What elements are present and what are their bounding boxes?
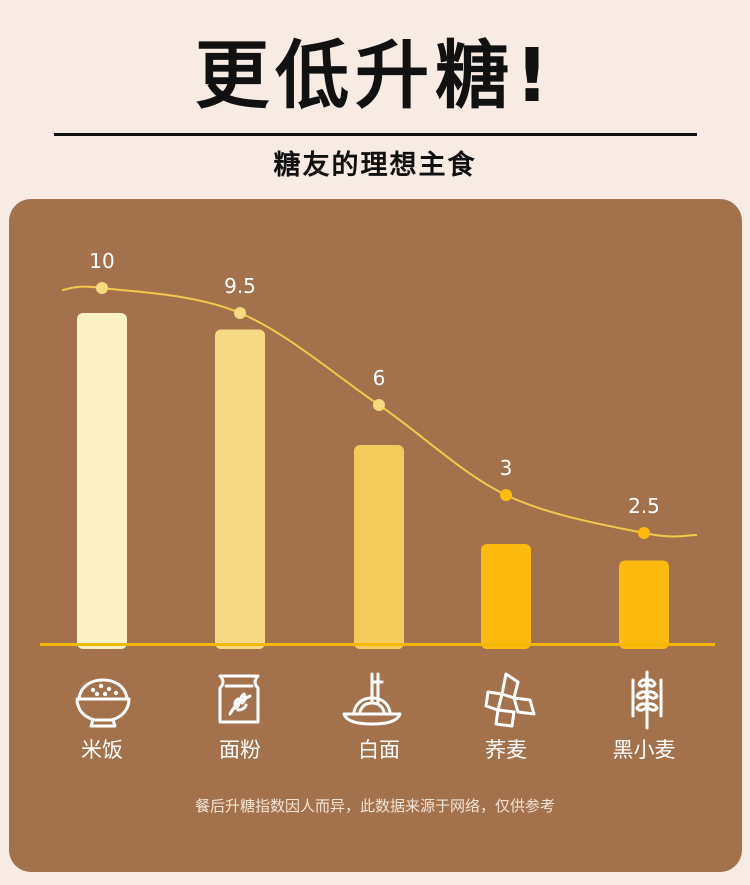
trend-point-3 [500,489,512,501]
trend-point-4 [638,527,650,539]
value-label-4: 2.5 [628,494,660,518]
category-label-white-noodle: 白面 [358,738,400,762]
rice-bowl-icon [75,678,131,728]
value-label-2: 6 [373,366,386,390]
page-title: 更低升糖! [195,33,555,119]
trend-point-1 [234,307,246,319]
page-subtitle: 糖友的理想主食 [273,150,477,181]
noodles-icon [342,672,402,726]
bar-2 [354,445,404,649]
flour-bag-icon [218,674,260,724]
value-label-3: 3 [500,456,513,480]
category-label-black-wheat: 黑小麦 [612,738,676,762]
value-label-1: 9.5 [224,274,256,298]
bar-3 [481,544,531,649]
category-label-rice: 米饭 [81,738,123,762]
category-label-buckwheat: 荞麦 [485,738,527,762]
value-label-0: 10 [89,249,114,273]
footnote-disclaimer: 餐后升糖指数因人而异，此数据来源于网络，仅供参考 [194,797,555,815]
trend-point-2 [373,399,385,411]
wheat-icon [631,670,663,730]
x-axis-line [40,643,715,646]
trend-point-0 [96,282,108,294]
category-label-flour: 面粉 [219,738,261,762]
bar-0 [77,313,127,649]
title-divider [54,133,697,136]
bar-1 [215,329,265,649]
bar-4 [619,560,669,649]
buckwheat-icon [484,672,536,728]
